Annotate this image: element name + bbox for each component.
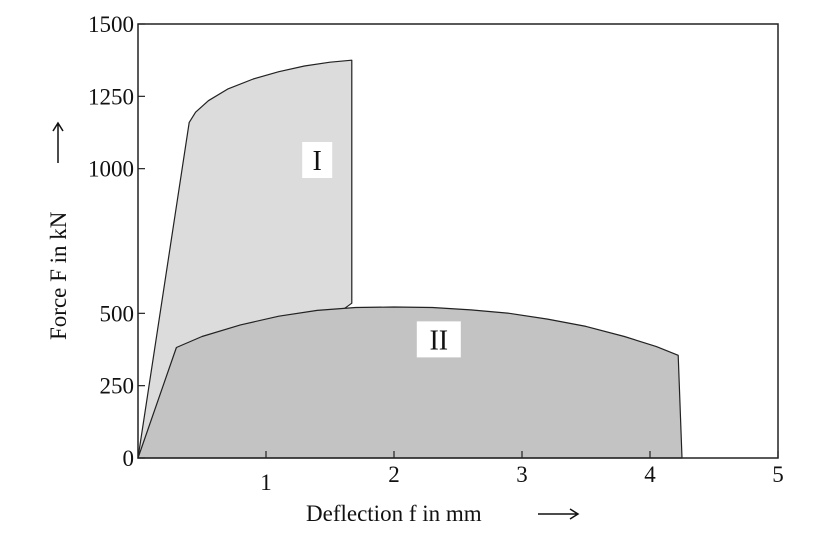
- labels-layer: Deflection f in mm Force F in kN: [46, 121, 580, 526]
- y-tick-label: 250: [100, 374, 135, 399]
- plot-frame: [137, 23, 779, 459]
- y-tick-label: 500: [100, 301, 135, 326]
- y-tick-label: 1250: [88, 84, 134, 109]
- x-tick-label: 1: [260, 470, 272, 495]
- y-tick-label: 1000: [88, 157, 134, 182]
- region-label-box-i: [302, 141, 333, 178]
- series-area-ii: [137, 306, 683, 459]
- series-layer: III: [137, 59, 683, 459]
- y-axis-arrow-icon: [52, 121, 64, 163]
- region-label-box-ii: [416, 321, 461, 358]
- x-tick-label: 4: [644, 462, 656, 487]
- x-axis-label: Deflection f in mm: [306, 501, 482, 526]
- x-axis-arrow-icon: [538, 508, 580, 520]
- region-label-i: I: [313, 146, 322, 177]
- x-tick-label: 2: [388, 462, 400, 487]
- ticks-layer: 1 2 3 4 5 0 250 500 1000 1250 1500: [88, 12, 784, 495]
- x-tick-label: 5: [772, 462, 784, 487]
- y-tick-label: 0: [123, 446, 135, 471]
- y-tick-label: 1500: [88, 12, 134, 37]
- region-label-ii: II: [429, 325, 448, 356]
- x-tick-label: 3: [516, 462, 528, 487]
- y-axis-label: Force F in kN: [46, 211, 71, 340]
